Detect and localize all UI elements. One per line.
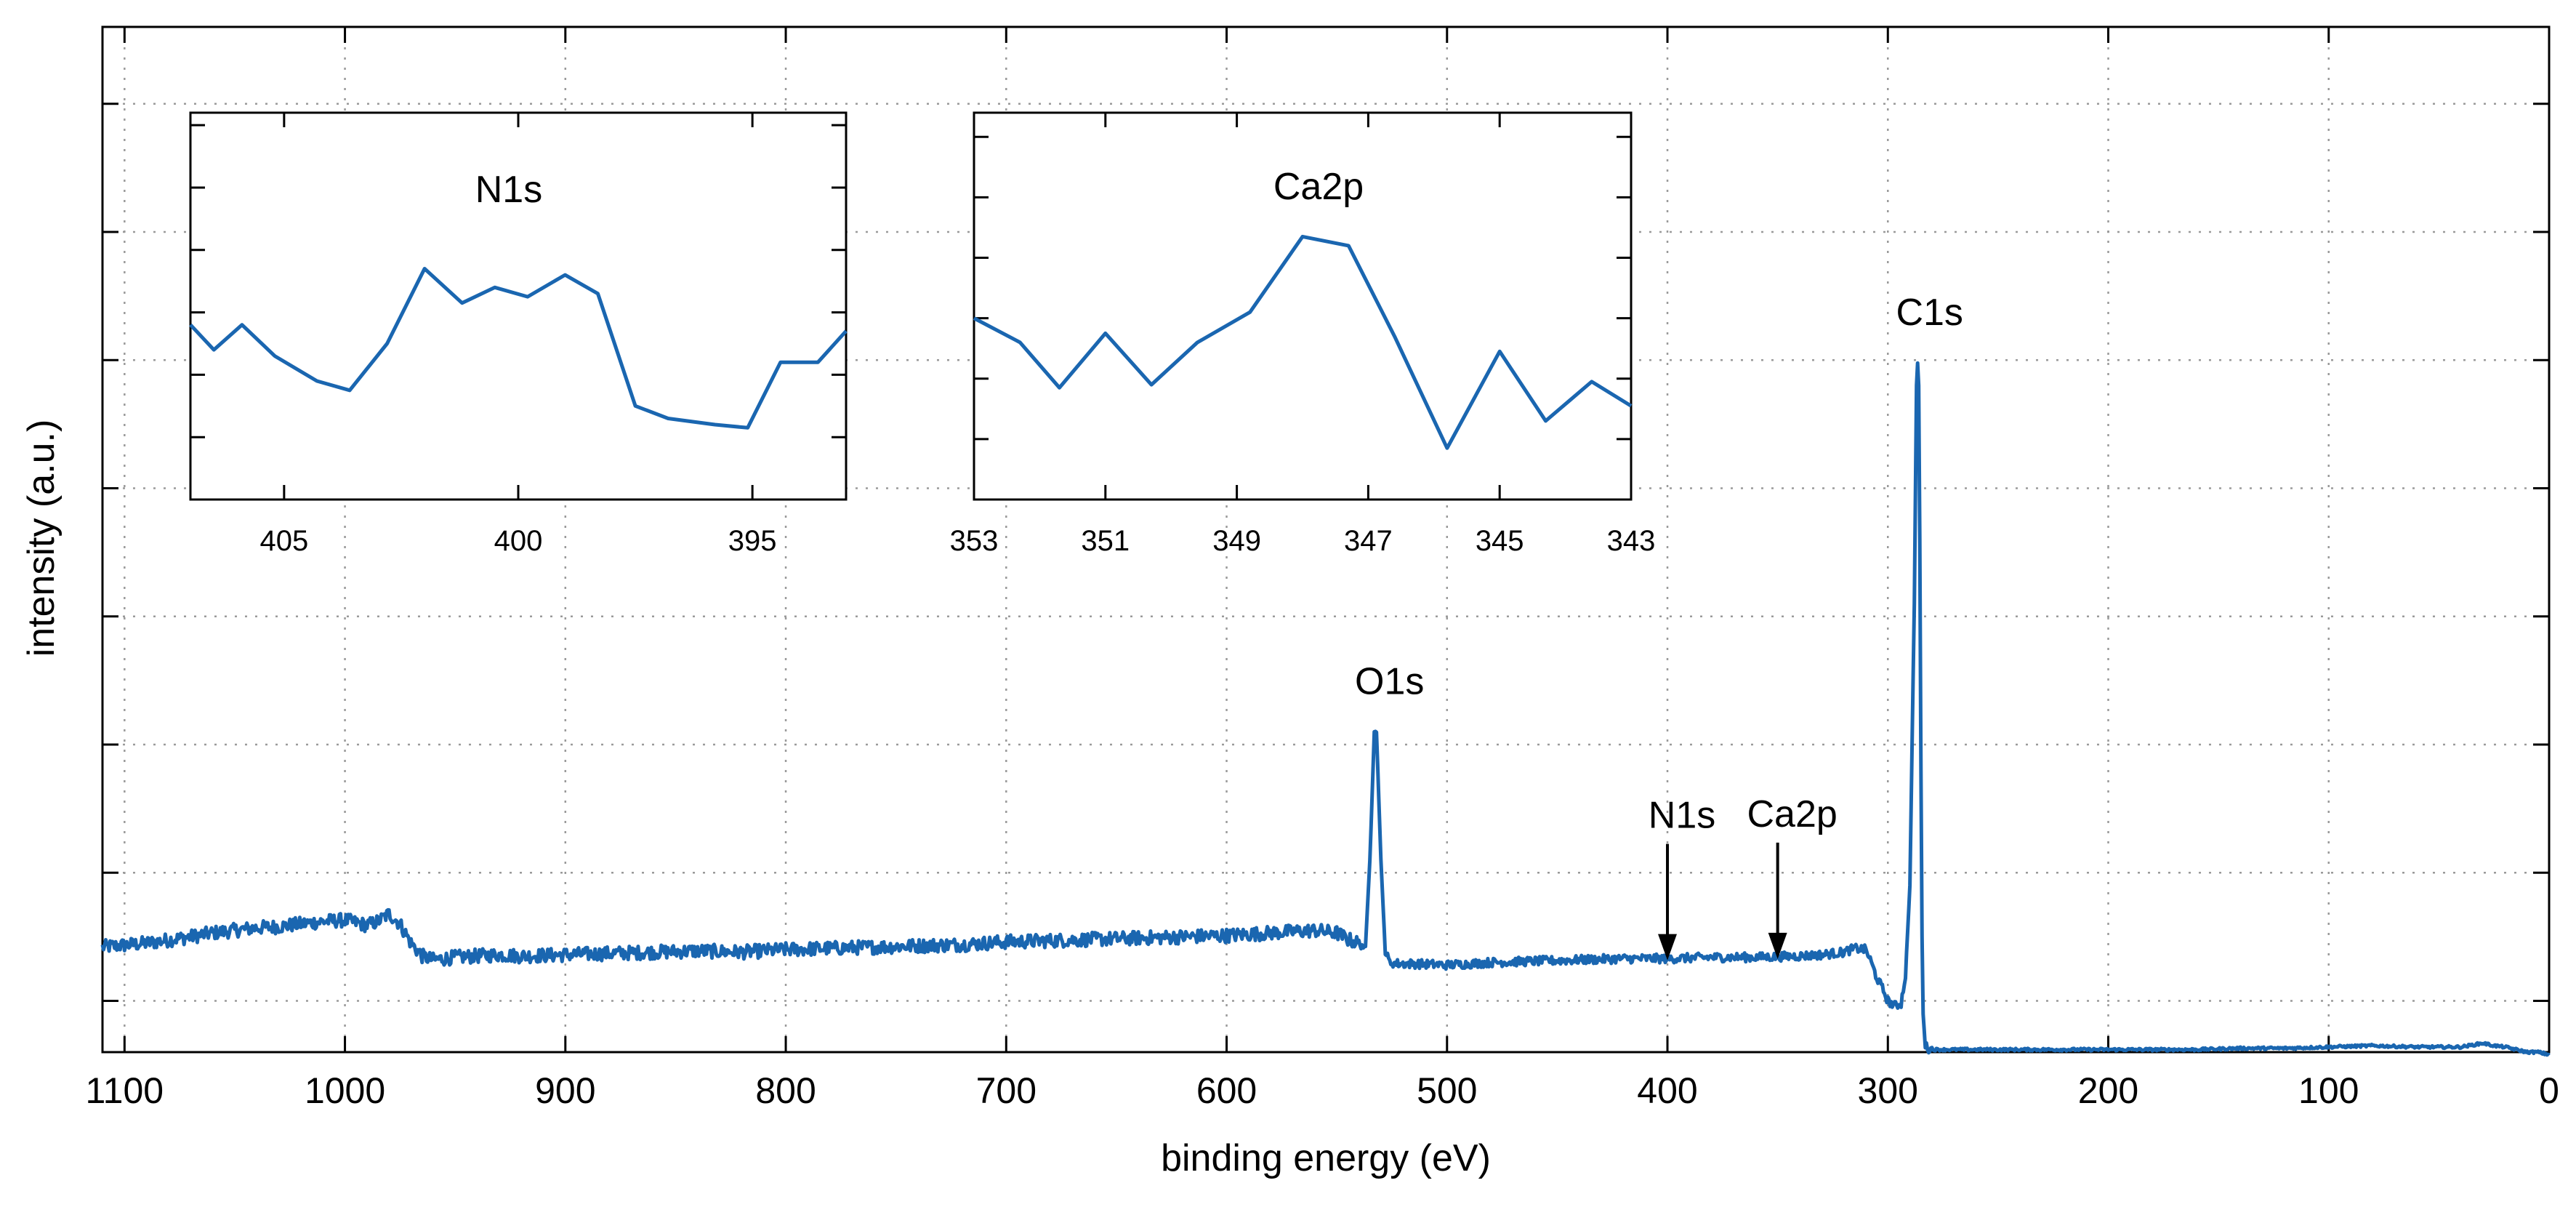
inset-ca2p-title: Ca2p bbox=[1273, 166, 1364, 208]
annotation-n1s: N1s bbox=[1649, 795, 1715, 961]
annotation-label: Ca2p bbox=[1747, 793, 1837, 835]
inset-n1s-x-tick-labels: 405 400 395 bbox=[259, 525, 776, 557]
inset-x-tick-label: 351 bbox=[1081, 525, 1130, 557]
annotation-label: N1s bbox=[1649, 795, 1715, 837]
x-tick-label: 100 bbox=[2298, 1070, 2359, 1111]
main-x-tick-labels: 1100 1000 900 800 700 600 500 400 300 200 100 0 bbox=[86, 1070, 2559, 1111]
x-axis-label: binding energy (eV) bbox=[1161, 1137, 1491, 1179]
x-tick-label: 500 bbox=[1417, 1070, 1477, 1111]
x-tick-label: 1100 bbox=[86, 1070, 164, 1111]
inset-ca2p-frame bbox=[973, 111, 1633, 501]
annotation-ca2p: Ca2p bbox=[1747, 793, 1838, 959]
inset-x-tick-label: 395 bbox=[728, 525, 777, 557]
x-tick-label: 0 bbox=[2539, 1070, 2559, 1111]
inset-n1s-frame bbox=[189, 111, 848, 501]
x-tick-label: 1000 bbox=[305, 1070, 385, 1111]
inset-n1s-ticks bbox=[190, 113, 846, 500]
inset-x-tick-label: 345 bbox=[1476, 525, 1524, 557]
x-tick-label: 800 bbox=[755, 1070, 816, 1111]
x-tick-label: 400 bbox=[1637, 1070, 1697, 1111]
annotation-label: C1s bbox=[1896, 292, 1963, 334]
inset-x-tick-label: 353 bbox=[950, 525, 999, 557]
inset-x-tick-label: 405 bbox=[259, 525, 308, 557]
x-tick-label: 200 bbox=[2078, 1070, 2138, 1111]
annotation-c1s: C1s bbox=[1896, 292, 1963, 334]
main-plot-frame bbox=[101, 25, 2551, 1054]
peak-annotations: C1s O1s N1s Ca2p bbox=[1355, 292, 1963, 961]
annotation-arrow-head bbox=[1768, 932, 1787, 959]
inset-ca2p: 353 351 349 347 345 343 Ca2p bbox=[950, 111, 1656, 557]
annotation-o1s: O1s bbox=[1355, 660, 1424, 702]
inset-x-tick-label: 400 bbox=[494, 525, 543, 557]
inset-ca2p-line bbox=[973, 234, 1633, 450]
inset-ca2p-ticks bbox=[973, 113, 1633, 500]
inset-x-tick-label: 349 bbox=[1212, 525, 1261, 557]
y-axis-label: intensity (a.u.) bbox=[20, 420, 63, 657]
inset-x-tick-label: 343 bbox=[1607, 525, 1656, 557]
annotation-arrow-head bbox=[1658, 934, 1678, 961]
inset-x-tick-label: 347 bbox=[1344, 525, 1393, 557]
x-tick-label: 700 bbox=[976, 1070, 1037, 1111]
inset-n1s-line bbox=[189, 267, 848, 430]
main-axis-ticks bbox=[102, 27, 2551, 1052]
annotation-label: O1s bbox=[1355, 660, 1424, 702]
inset-n1s: 405 400 395 N1s bbox=[189, 111, 848, 557]
x-tick-label: 600 bbox=[1196, 1070, 1257, 1111]
x-tick-label: 900 bbox=[535, 1070, 595, 1111]
x-tick-label: 300 bbox=[1858, 1070, 1918, 1111]
inset-ca2p-x-tick-labels: 353 351 349 347 345 343 bbox=[950, 525, 1656, 557]
inset-n1s-title: N1s bbox=[475, 169, 542, 211]
survey-spectrum-line bbox=[100, 361, 2551, 1057]
